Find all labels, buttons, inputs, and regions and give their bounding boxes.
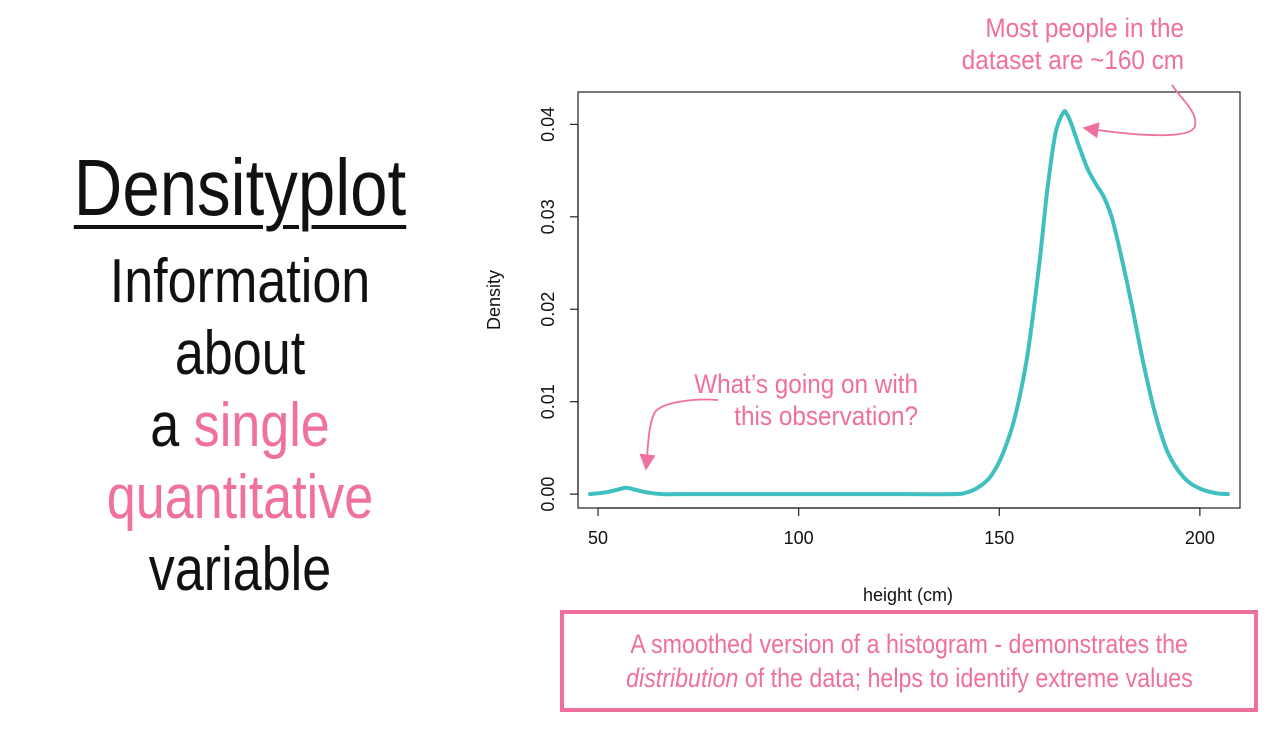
description-line-2: a single	[55, 390, 425, 462]
y-axis: 0.00 0.01 0.02 0.03 0.04	[538, 107, 579, 512]
peak-annotation-line-1: Most people in the	[985, 13, 1184, 43]
y-tick-label: 0.04	[538, 107, 558, 142]
caption-line-2: distribution of the data; helps to ident…	[626, 661, 1193, 695]
peak-arrow	[1082, 84, 1197, 139]
slide-text: Densityplot Information about a single q…	[55, 140, 425, 606]
x-axis-label: height (cm)	[863, 585, 953, 605]
caption-rest: of the data; helps to identify extreme v…	[737, 663, 1193, 693]
density-curve	[588, 109, 1230, 497]
x-tick-label: 100	[784, 528, 814, 548]
x-tick-label: 50	[588, 528, 608, 548]
y-axis-label: Density	[484, 270, 504, 330]
y-tick-label: 0.02	[538, 292, 558, 327]
outlier-annotation: What’s going on with this observation?	[686, 368, 918, 432]
plot-frame	[577, 91, 1241, 509]
description-line-1: Information about	[109, 247, 371, 388]
slide-title: Densityplot	[73, 143, 407, 232]
outlier-arrow	[639, 398, 719, 471]
description-line-4: variable	[148, 535, 332, 604]
caption-box: A smoothed version of a histogram - demo…	[560, 610, 1258, 712]
y-tick-label: 0.00	[538, 477, 558, 512]
x-axis: 50 100 150 200	[588, 507, 1215, 548]
caption-emphasis: distribution	[625, 663, 738, 693]
peak-annotation-line-2: dataset are ~160 cm	[961, 45, 1184, 75]
y-tick-label: 0.01	[538, 384, 558, 419]
outlier-annotation-line-2: this observation?	[734, 401, 918, 431]
x-tick-label: 200	[1185, 528, 1215, 548]
x-tick-label: 150	[984, 528, 1014, 548]
outlier-annotation-line-1: What’s going on with	[694, 369, 918, 399]
y-tick-label: 0.03	[538, 199, 558, 234]
description-prefix: a	[150, 391, 194, 460]
highlight-single: single	[193, 391, 330, 460]
peak-annotation: Most people in the dataset are ~160 cm	[955, 12, 1184, 76]
caption-line-1: A smoothed version of a histogram - demo…	[630, 629, 1188, 659]
highlight-quantitative: quantitative	[106, 463, 374, 532]
